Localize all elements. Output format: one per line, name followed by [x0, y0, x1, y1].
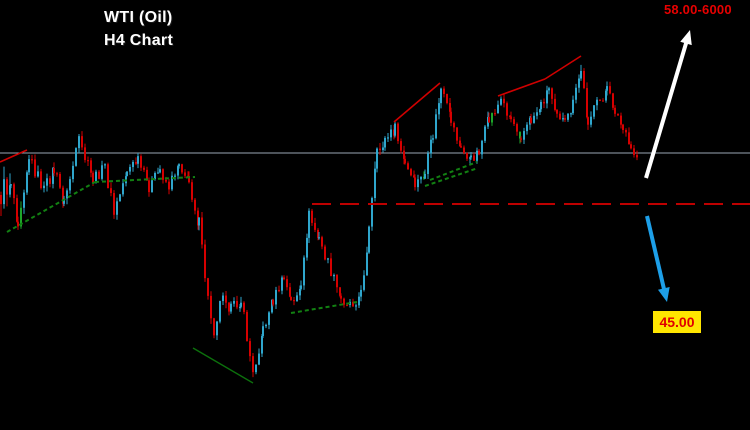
chart-title-timeframe: H4 Chart	[104, 32, 174, 49]
upper-target-price-label: 58.00-6000	[664, 2, 732, 17]
lower-target-price-badge: 45.00	[653, 311, 701, 333]
chart-title-instrument: WTI (Oil)	[104, 9, 173, 26]
chart-title: WTI (Oil) H4 Chart	[104, 6, 173, 52]
